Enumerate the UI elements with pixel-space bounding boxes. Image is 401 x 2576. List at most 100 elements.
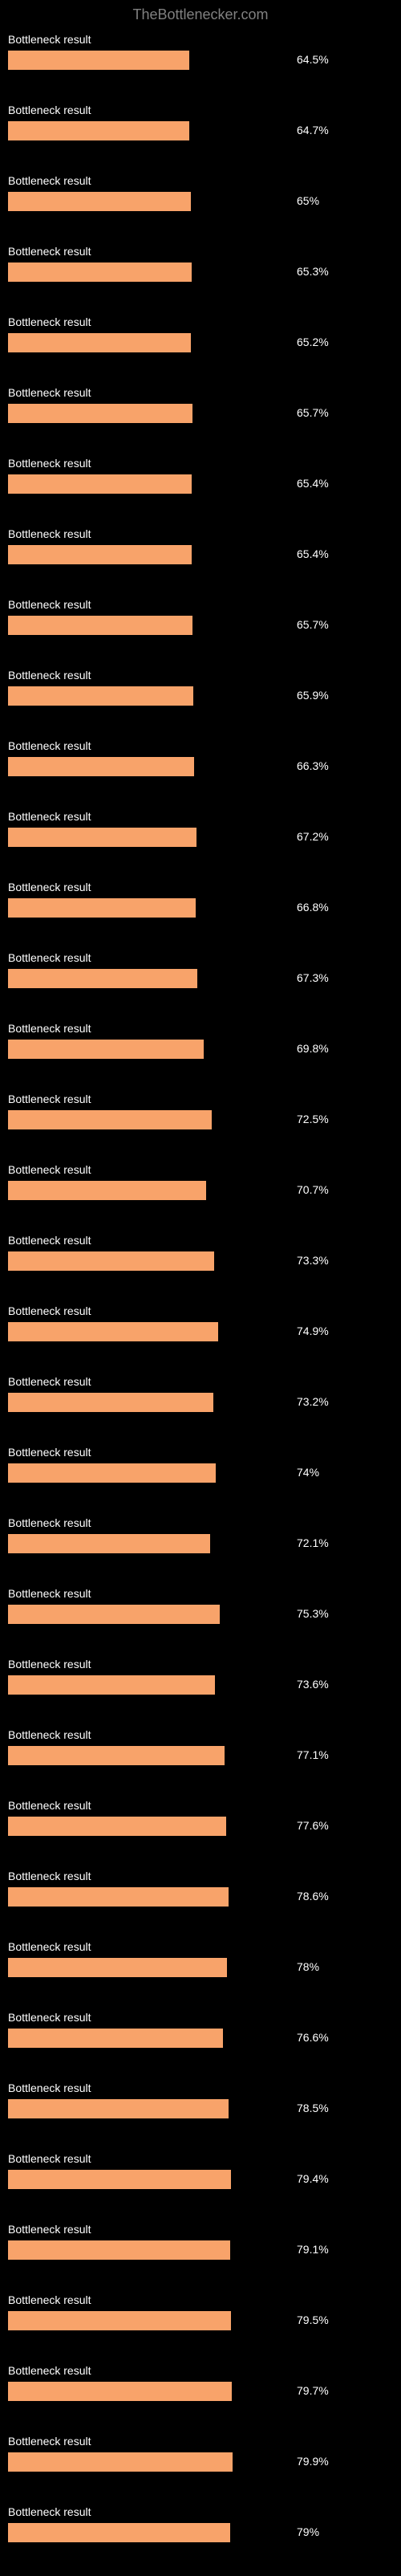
bar-label: Bottleneck result xyxy=(8,1375,393,1388)
bar-value: 65.2% xyxy=(297,336,329,348)
bar-label: Bottleneck result xyxy=(8,33,393,46)
bar-fill xyxy=(8,898,196,918)
bar-label: Bottleneck result xyxy=(8,104,393,116)
bar-value: 78.6% xyxy=(297,1890,329,1902)
bar-value: 64.7% xyxy=(297,124,329,136)
bar-label: Bottleneck result xyxy=(8,739,393,752)
bar-fill xyxy=(8,51,189,70)
bar-fill xyxy=(8,545,192,564)
bar-fill xyxy=(8,121,189,140)
bar-value: 69.8% xyxy=(297,1042,329,1055)
bar-row: Bottleneck result 64.7% xyxy=(8,104,393,140)
bar-label: Bottleneck result xyxy=(8,386,393,399)
bar-label: Bottleneck result xyxy=(8,174,393,187)
bar-fill xyxy=(8,1534,210,1553)
bar-label: Bottleneck result xyxy=(8,1093,393,1105)
bar-label: Bottleneck result xyxy=(8,1234,393,1247)
bar-row: Bottleneck result 78.6% xyxy=(8,1870,393,1907)
bar-label: Bottleneck result xyxy=(8,2152,393,2165)
bar-row: Bottleneck result 76.6% xyxy=(8,2011,393,2048)
bar-row: Bottleneck result 72.5% xyxy=(8,1093,393,1129)
bar-fill xyxy=(8,1746,225,1765)
bar-wrapper: 65.7% xyxy=(8,404,289,423)
bar-fill xyxy=(8,757,194,776)
bar-value: 77.1% xyxy=(297,1748,329,1761)
bar-value: 76.6% xyxy=(297,2031,329,2044)
bar-row: Bottleneck result65.3% xyxy=(8,245,393,282)
bar-row: Bottleneck result70.7% xyxy=(8,1163,393,1200)
bar-wrapper: 65.3% xyxy=(8,262,289,282)
bar-value: 65% xyxy=(297,194,319,207)
bar-label: Bottleneck result xyxy=(8,1870,393,1882)
bar-row: Bottleneck result77.6% xyxy=(8,1799,393,1836)
bar-row: Bottleneck result74% xyxy=(8,1446,393,1483)
bar-label: Bottleneck result xyxy=(8,2082,393,2094)
bar-fill xyxy=(8,1463,216,1483)
bar-row: Bottleneck result79.4% xyxy=(8,2152,393,2189)
bar-wrapper: 78.6% xyxy=(8,1887,289,1907)
bar-fill xyxy=(8,2240,230,2260)
bar-value: 67.3% xyxy=(297,971,329,984)
site-title: TheBottlenecker.com xyxy=(132,6,268,22)
bar-row: Bottleneck result73.3% xyxy=(8,1234,393,1271)
bar-fill xyxy=(8,474,192,494)
bar-fill xyxy=(8,262,192,282)
bar-row: Bottleneck result 67.2% xyxy=(8,810,393,847)
bar-value: 77.6% xyxy=(297,1819,329,1832)
bar-wrapper: 79.9% xyxy=(8,2452,289,2472)
bar-value: 72.1% xyxy=(297,1536,329,1549)
bar-value: 65.3% xyxy=(297,265,329,278)
bar-row: Bottleneck result65.2% xyxy=(8,315,393,352)
bar-value: 72.5% xyxy=(297,1113,329,1125)
bar-fill xyxy=(8,2452,233,2472)
bar-label: Bottleneck result xyxy=(8,527,393,540)
bar-wrapper: 67.3% xyxy=(8,969,289,988)
bar-row: Bottleneck result79% xyxy=(8,2505,393,2542)
bar-label: Bottleneck result xyxy=(8,1658,393,1671)
bar-wrapper: 72.5% xyxy=(8,1110,289,1129)
bar-value: 66.3% xyxy=(297,759,329,772)
bar-label: Bottleneck result xyxy=(8,2011,393,2024)
bar-wrapper: 73.6% xyxy=(8,1675,289,1695)
bar-fill xyxy=(8,2170,231,2189)
bar-value: 73.6% xyxy=(297,1678,329,1691)
bar-value: 67.2% xyxy=(297,830,329,843)
bar-fill xyxy=(8,1181,206,1200)
bar-fill xyxy=(8,2099,229,2118)
bar-fill xyxy=(8,1958,227,1977)
bottleneck-chart: Bottleneck result64.5%Bottleneck result6… xyxy=(0,33,401,2542)
bar-label: Bottleneck result xyxy=(8,1940,393,1953)
bar-fill xyxy=(8,616,192,635)
bar-row: Bottleneck result73.2% xyxy=(8,1375,393,1412)
bar-label: Bottleneck result xyxy=(8,951,393,964)
bar-label: Bottleneck result xyxy=(8,2293,393,2306)
bar-value: 74% xyxy=(297,1466,319,1479)
bar-wrapper: 75.3% xyxy=(8,1605,289,1624)
bar-label: Bottleneck result xyxy=(8,810,393,823)
bar-fill xyxy=(8,1605,220,1624)
bar-wrapper: 79.1% xyxy=(8,2240,289,2260)
bar-wrapper: 76.6% xyxy=(8,2029,289,2048)
bar-label: Bottleneck result xyxy=(8,1304,393,1317)
bar-row: Bottleneck result66.8% xyxy=(8,881,393,918)
bar-fill xyxy=(8,1393,213,1412)
bar-fill xyxy=(8,828,196,847)
bar-row: Bottleneck result 79.9% xyxy=(8,2435,393,2472)
bar-fill xyxy=(8,1110,212,1129)
bar-row: Bottleneck result78.5% xyxy=(8,2082,393,2118)
bar-row: Bottleneck result64.5% xyxy=(8,33,393,70)
bar-value: 70.7% xyxy=(297,1183,329,1196)
bar-label: Bottleneck result xyxy=(8,1587,393,1600)
bar-row: Bottleneck result72.1% xyxy=(8,1516,393,1553)
bar-fill xyxy=(8,1322,218,1341)
bar-row: Bottleneck result65.4% xyxy=(8,457,393,494)
bar-wrapper: 65% xyxy=(8,192,289,211)
bar-label: Bottleneck result xyxy=(8,2435,393,2448)
bar-row: Bottleneck result 67.3% xyxy=(8,951,393,988)
bar-wrapper: 70.7% xyxy=(8,1181,289,1200)
bar-value: 74.9% xyxy=(297,1325,329,1337)
bar-label: Bottleneck result xyxy=(8,457,393,470)
bar-wrapper: 79.7% xyxy=(8,2382,289,2401)
bar-value: 78% xyxy=(297,1960,319,1973)
bar-row: Bottleneck result 65.7% xyxy=(8,386,393,423)
